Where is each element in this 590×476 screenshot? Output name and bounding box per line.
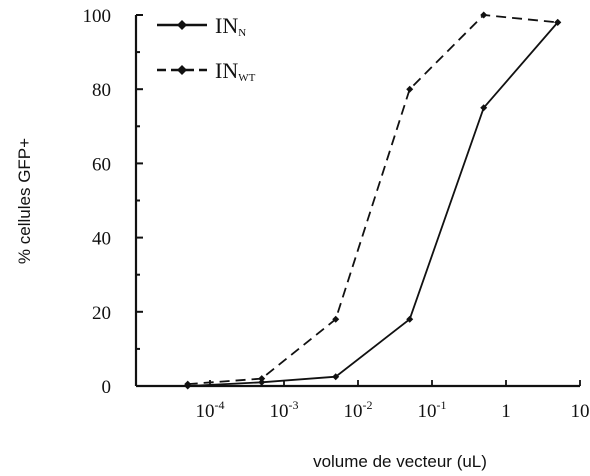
y-tick-label: 20: [92, 303, 111, 324]
data-point: [332, 373, 340, 381]
x-ticks: 10-4 10-3 10-2 10-1 1 10: [135, 380, 590, 422]
y-tick-label: 0: [102, 377, 112, 398]
series-line-1: [187, 14, 558, 385]
data-point: [332, 315, 340, 323]
x-tick-label: 10: [571, 401, 590, 422]
data-point: [258, 378, 266, 386]
x-tick-label: 10-4: [196, 398, 225, 422]
legend-label: INN: [215, 13, 246, 39]
x-axis-label: volume de vecteur (uL): [313, 452, 487, 471]
series-line-0: [187, 21, 559, 387]
y-ticks: 0 20 40 60 80 100: [83, 6, 143, 398]
data-point: [480, 11, 488, 19]
x-tick-label: 10-1: [418, 398, 447, 422]
data-point: [406, 315, 414, 323]
data-point: [184, 380, 192, 388]
x-tick-label: 1: [501, 401, 511, 422]
series-layer: [184, 11, 562, 390]
y-tick-label: 80: [92, 80, 111, 101]
x-tick-label: 10-2: [344, 398, 373, 422]
legend-label: INWT: [215, 58, 256, 84]
data-point: [554, 18, 562, 26]
data-point: [406, 85, 414, 93]
y-axis-label: % cellules GFP+: [15, 138, 34, 264]
legend-marker: [177, 65, 187, 75]
data-point: [258, 375, 266, 383]
data-point: [480, 104, 488, 112]
x-tick-label: 10-3: [270, 398, 299, 422]
y-tick-label: 100: [83, 6, 112, 27]
y-tick-label: 40: [92, 229, 111, 250]
legend: INN INWT: [157, 13, 256, 84]
y-tick-label: 60: [92, 154, 111, 175]
legend-marker: [177, 20, 187, 30]
